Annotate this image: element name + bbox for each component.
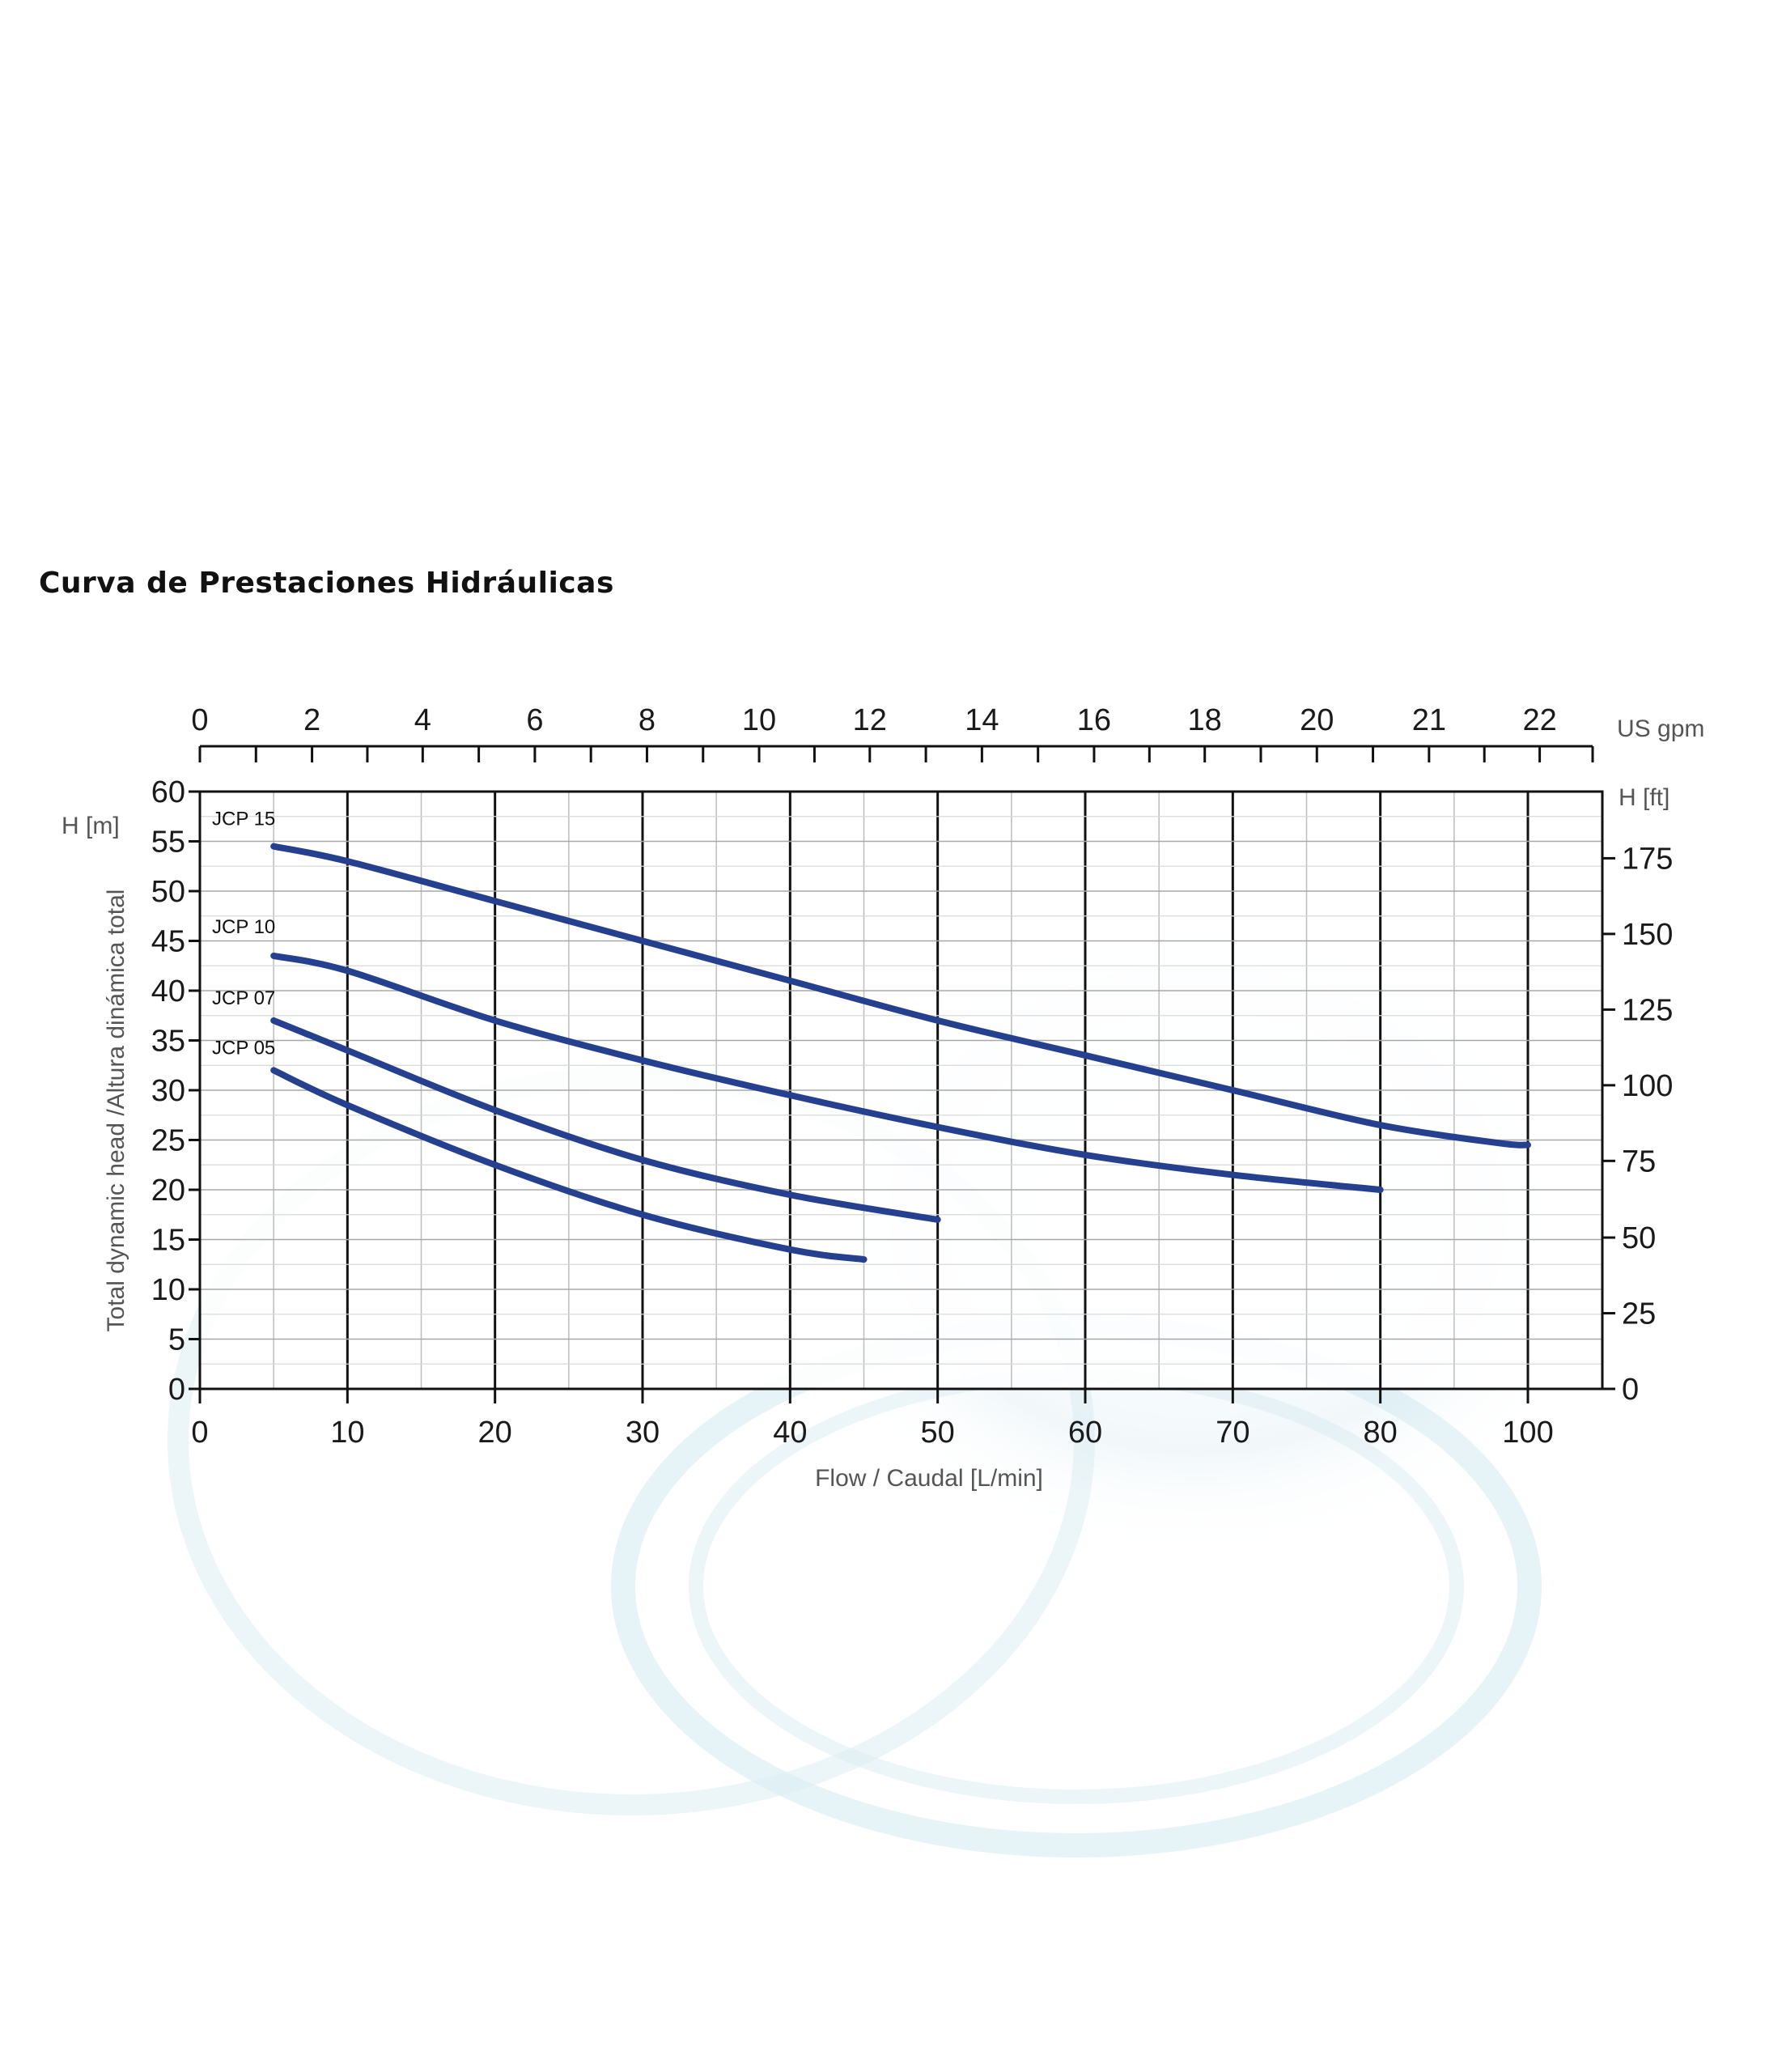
y2-tick-label: 0 (1622, 1373, 1639, 1407)
x2-tick-label: 2 (303, 703, 320, 737)
series: JCP 15 JCP 10 JCP 07 JCP 05 (212, 809, 1531, 1263)
y-tick-label: 5 (168, 1323, 185, 1357)
y2-tick-label: 150 (1622, 918, 1673, 952)
y2-tick-label: 100 (1622, 1069, 1673, 1103)
x2-tick-label: 14 (965, 703, 999, 737)
x-tick-label: 20 (478, 1416, 512, 1450)
y-tick-label: 40 (151, 974, 185, 1008)
x-tick-label: 30 (626, 1416, 660, 1450)
x-tick-label: 70 (1216, 1416, 1250, 1450)
y-tick-label: 55 (151, 826, 185, 860)
x2-tick-label: 6 (526, 703, 543, 737)
y-tick-label: 15 (151, 1224, 185, 1258)
x2-tick-label: 12 (853, 703, 887, 737)
y-tick-label: 0 (168, 1373, 185, 1407)
grid (200, 792, 1602, 1389)
x2-tick-label: 0 (191, 703, 208, 737)
x2-tick-label: 8 (639, 703, 656, 737)
y2-tick-label: 175 (1622, 842, 1673, 876)
series-label-jcp-07: JCP 07 (212, 987, 275, 1009)
y-tick-label: 60 (151, 775, 185, 809)
series-line-jcp-15 (270, 843, 1531, 1149)
series-label-jcp-10: JCP 10 (212, 916, 275, 938)
x-tick-label: 80 (1364, 1416, 1398, 1450)
tick-labels: 0 10 20 30 40 50 60 70 80 10005101520253035404550… (151, 703, 1674, 1450)
x-axis-title: Flow / Caudal [L/min] (815, 1465, 1043, 1492)
x-tick-label: 60 (1068, 1416, 1102, 1450)
x2-tick-label: 18 (1188, 703, 1222, 737)
x2-tick-label: 16 (1077, 703, 1111, 737)
axes (189, 745, 1615, 1403)
series-line-jcp-05 (270, 1067, 868, 1263)
series-label-jcp-15: JCP 15 (212, 809, 275, 830)
series-label-jcp-05: JCP 05 (212, 1037, 275, 1059)
x-tick-label: 40 (773, 1416, 807, 1450)
y2-tick-label: 25 (1622, 1297, 1656, 1331)
y2-unit-label: H [ft] (1619, 784, 1670, 811)
x2-tick-label: 20 (1300, 703, 1334, 737)
y-tick-label: 20 (151, 1174, 185, 1208)
y-tick-label: 10 (151, 1273, 185, 1307)
chart-title: Curva de Prestaciones Hidráulicas (39, 567, 614, 600)
x2-tick-label: 21 (1412, 703, 1446, 737)
y-tick-label: 35 (151, 1025, 185, 1059)
x2-tick-label: 4 (414, 703, 431, 737)
y2-tick-label: 50 (1622, 1221, 1656, 1255)
series-line-jcp-07 (270, 1017, 941, 1223)
y-tick-label: 50 (151, 875, 185, 909)
y-tick-label: 45 (151, 925, 185, 959)
x-tick-label: 100 (1502, 1416, 1553, 1450)
series-line-jcp-10 (270, 952, 1384, 1193)
x2-unit-label: US gpm (1617, 715, 1704, 742)
x-tick-label: 10 (330, 1416, 364, 1450)
x-tick-label: 0 (191, 1416, 208, 1450)
y-tick-label: 25 (151, 1124, 185, 1158)
y-unit-label: H [m] (62, 813, 120, 839)
y-axis-title: Total dynamic head /Altura dinámica tota… (103, 890, 129, 1332)
x2-tick-label: 22 (1522, 703, 1556, 737)
x2-tick-label: 10 (742, 703, 776, 737)
y-tick-label: 30 (151, 1074, 185, 1108)
x-tick-label: 50 (921, 1416, 955, 1450)
y2-tick-label: 125 (1622, 993, 1673, 1027)
y2-tick-label: 75 (1622, 1144, 1656, 1178)
